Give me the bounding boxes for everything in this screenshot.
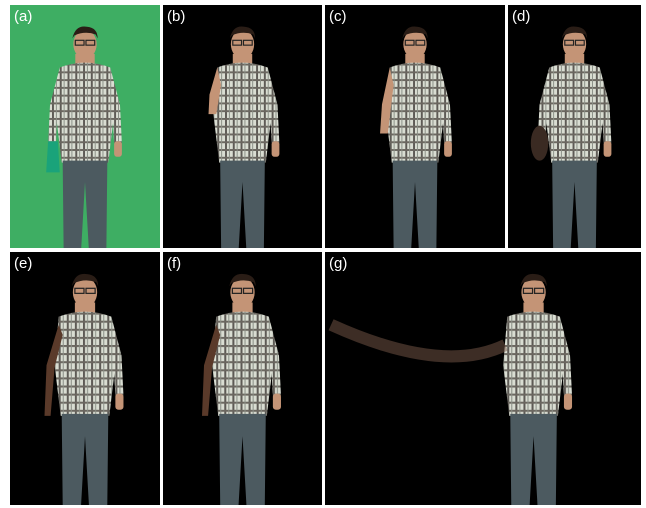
panel-label: (d) (512, 8, 530, 25)
photo (325, 252, 641, 505)
photo (163, 252, 322, 505)
photo-panel: (e) (10, 252, 160, 505)
panel-label: (a) (14, 8, 32, 25)
photo-panel: (f) (163, 252, 322, 505)
photo (163, 5, 322, 248)
photo-panel: (b) (163, 5, 322, 248)
photo-panel: (a) (10, 5, 160, 248)
figure: (a)(b)(c)(d)(e)(f)(g) (() => { const dat… (0, 0, 646, 508)
photo (508, 5, 641, 248)
photo-panel: (g) (325, 252, 641, 505)
panel-label: (f) (167, 255, 181, 272)
photo-panel: (d) (508, 5, 641, 248)
panel-label: (c) (329, 8, 347, 25)
panel-label: (e) (14, 255, 32, 272)
photo (10, 252, 160, 505)
photo (10, 5, 160, 248)
panel-label: (g) (329, 255, 347, 272)
panel-label: (b) (167, 8, 185, 25)
photo (325, 5, 505, 248)
photo-panel: (c) (325, 5, 505, 248)
